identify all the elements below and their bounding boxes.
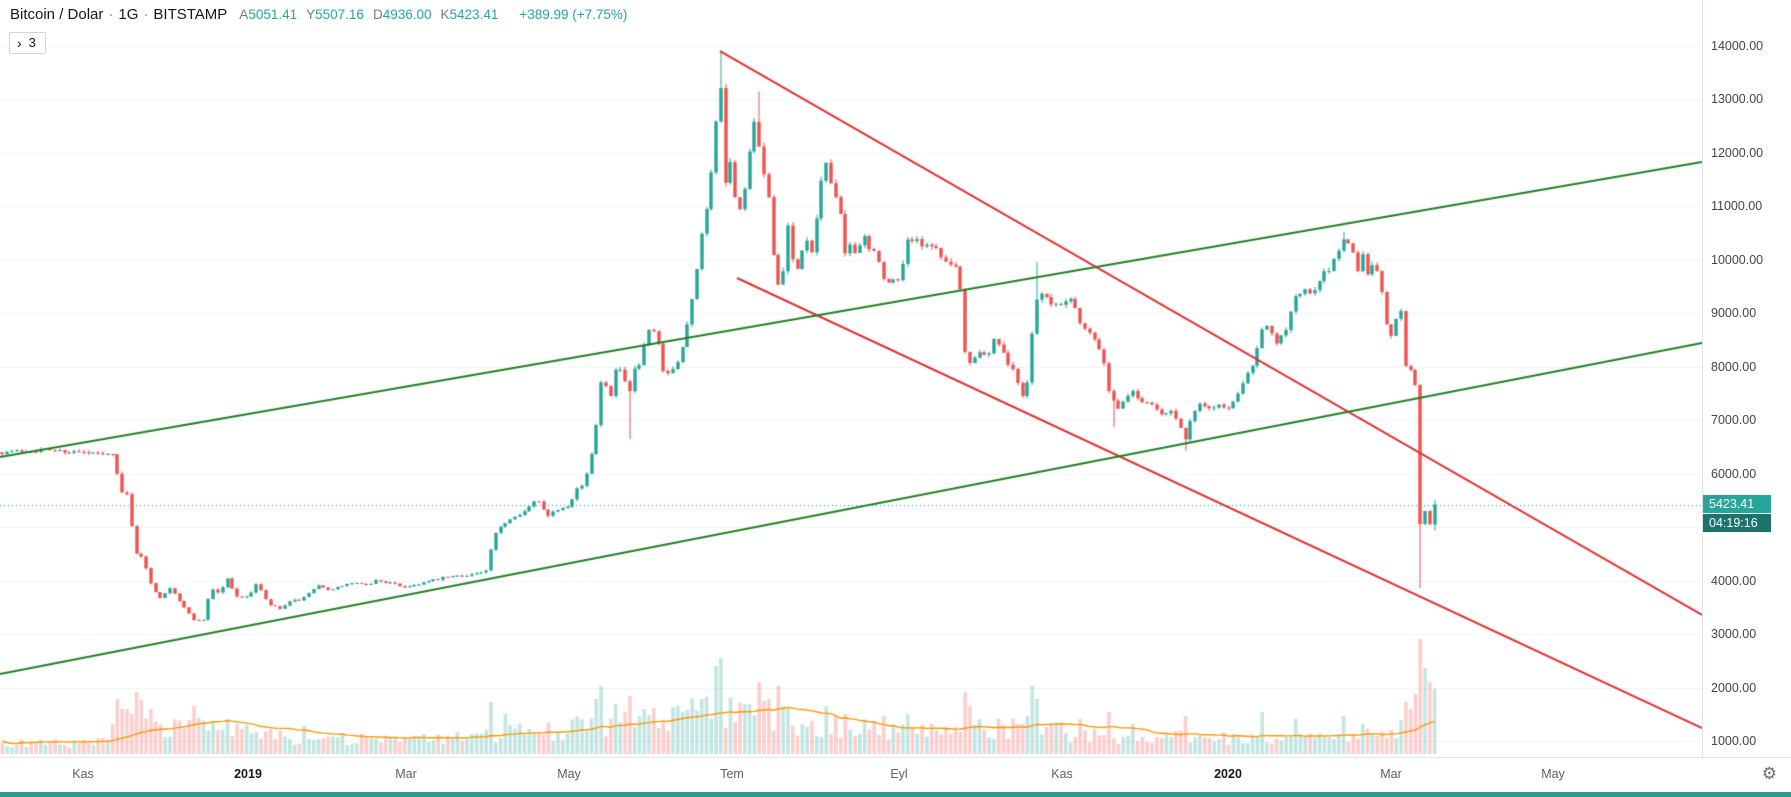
price-tick-label: 10000.00 — [1711, 252, 1764, 267]
legend-separator: · — [143, 6, 149, 23]
price-tick-label: 6000.00 — [1711, 466, 1757, 481]
ohlc-item: K5423.41 — [441, 7, 499, 22]
time-tick-label: Kas — [72, 767, 94, 781]
symbol-legend: Bitcoin / Dolar · 1G · BITSTAMP A5051.41 Y550… — [10, 6, 627, 23]
ohlc-item: D4936.00 — [373, 7, 432, 22]
time-axis[interactable]: ⚙ Kas 2019 Mar May Tem Eyl Kas 2020 Mar May — [0, 757, 1791, 792]
window-edge-strip — [0, 792, 1791, 797]
price-change: +389.99 (+7.75%) — [519, 7, 628, 22]
ohlc-item-value: 4936.00 — [382, 7, 432, 22]
price-tick-label: 9000.00 — [1711, 306, 1757, 321]
time-tick-label: May — [557, 767, 581, 781]
time-tick-label: Tem — [720, 767, 744, 781]
exchange-name[interactable]: BITSTAMP — [153, 6, 228, 23]
ohlc-item: Y5507.16 — [306, 7, 364, 22]
ohlc-item-value: 5507.16 — [315, 7, 364, 22]
price-tick-label: 11000.00 — [1711, 199, 1763, 214]
ohlc-item-value: 5051.41 — [248, 7, 298, 22]
symbol-name[interactable]: Bitcoin / Dolar — [10, 6, 104, 23]
ohlc-item-label: Y — [306, 7, 316, 22]
ohlc-item-label: A — [239, 7, 249, 22]
object-tree-toggle[interactable]: › 3 — [9, 32, 46, 54]
price-tick-label: 12000.00 — [1711, 145, 1764, 160]
ohlc-item-label: K — [440, 7, 450, 22]
price-tick-label: 4000.00 — [1711, 573, 1757, 588]
ohlc-item-label: D — [372, 7, 383, 22]
price-tick-label: 8000.00 — [1711, 359, 1757, 374]
time-tick-label: Eyl — [890, 767, 908, 781]
price-tick-label: 14000.00 — [1711, 39, 1764, 53]
object-count: 3 — [28, 35, 36, 50]
price-tick-label: 7000.00 — [1711, 413, 1757, 428]
countdown-label: 04:19:16 — [1703, 513, 1771, 532]
time-tick-label: Kas — [1051, 767, 1073, 781]
chevron-right-icon: › — [17, 34, 22, 51]
time-tick-label: 2019 — [234, 767, 262, 781]
symbol-title: Bitcoin / Dolar · 1G · BITSTAMP — [10, 6, 227, 23]
price-axis[interactable]: 1000.002000.003000.004000.005000.006000.… — [1702, 0, 1791, 757]
ohlc-item-value: 5423.41 — [449, 7, 499, 22]
legend-separator: · — [108, 6, 114, 23]
price-chart-canvas[interactable] — [0, 0, 1702, 757]
price-tick-label: 1000.00 — [1711, 734, 1757, 748]
settings-gear-icon[interactable]: ⚙ — [1761, 764, 1777, 784]
price-tick-label: 3000.00 — [1711, 627, 1757, 642]
price-tick-label: 2000.00 — [1711, 680, 1757, 695]
current-price-label: 5423.41 — [1703, 494, 1771, 513]
price-tick-label: 13000.00 — [1711, 92, 1764, 107]
time-tick-label: Mar — [1380, 767, 1402, 781]
time-tick-label: 2020 — [1214, 767, 1242, 781]
interval-label[interactable]: 1G — [118, 6, 139, 23]
time-tick-label: Mar — [395, 767, 417, 781]
ohlc-values: A5051.41 Y5507.16 D4936.00 K5423.41 — [239, 7, 507, 22]
ohlc-item: A5051.41 — [239, 7, 297, 22]
time-tick-label: May — [1541, 767, 1565, 781]
